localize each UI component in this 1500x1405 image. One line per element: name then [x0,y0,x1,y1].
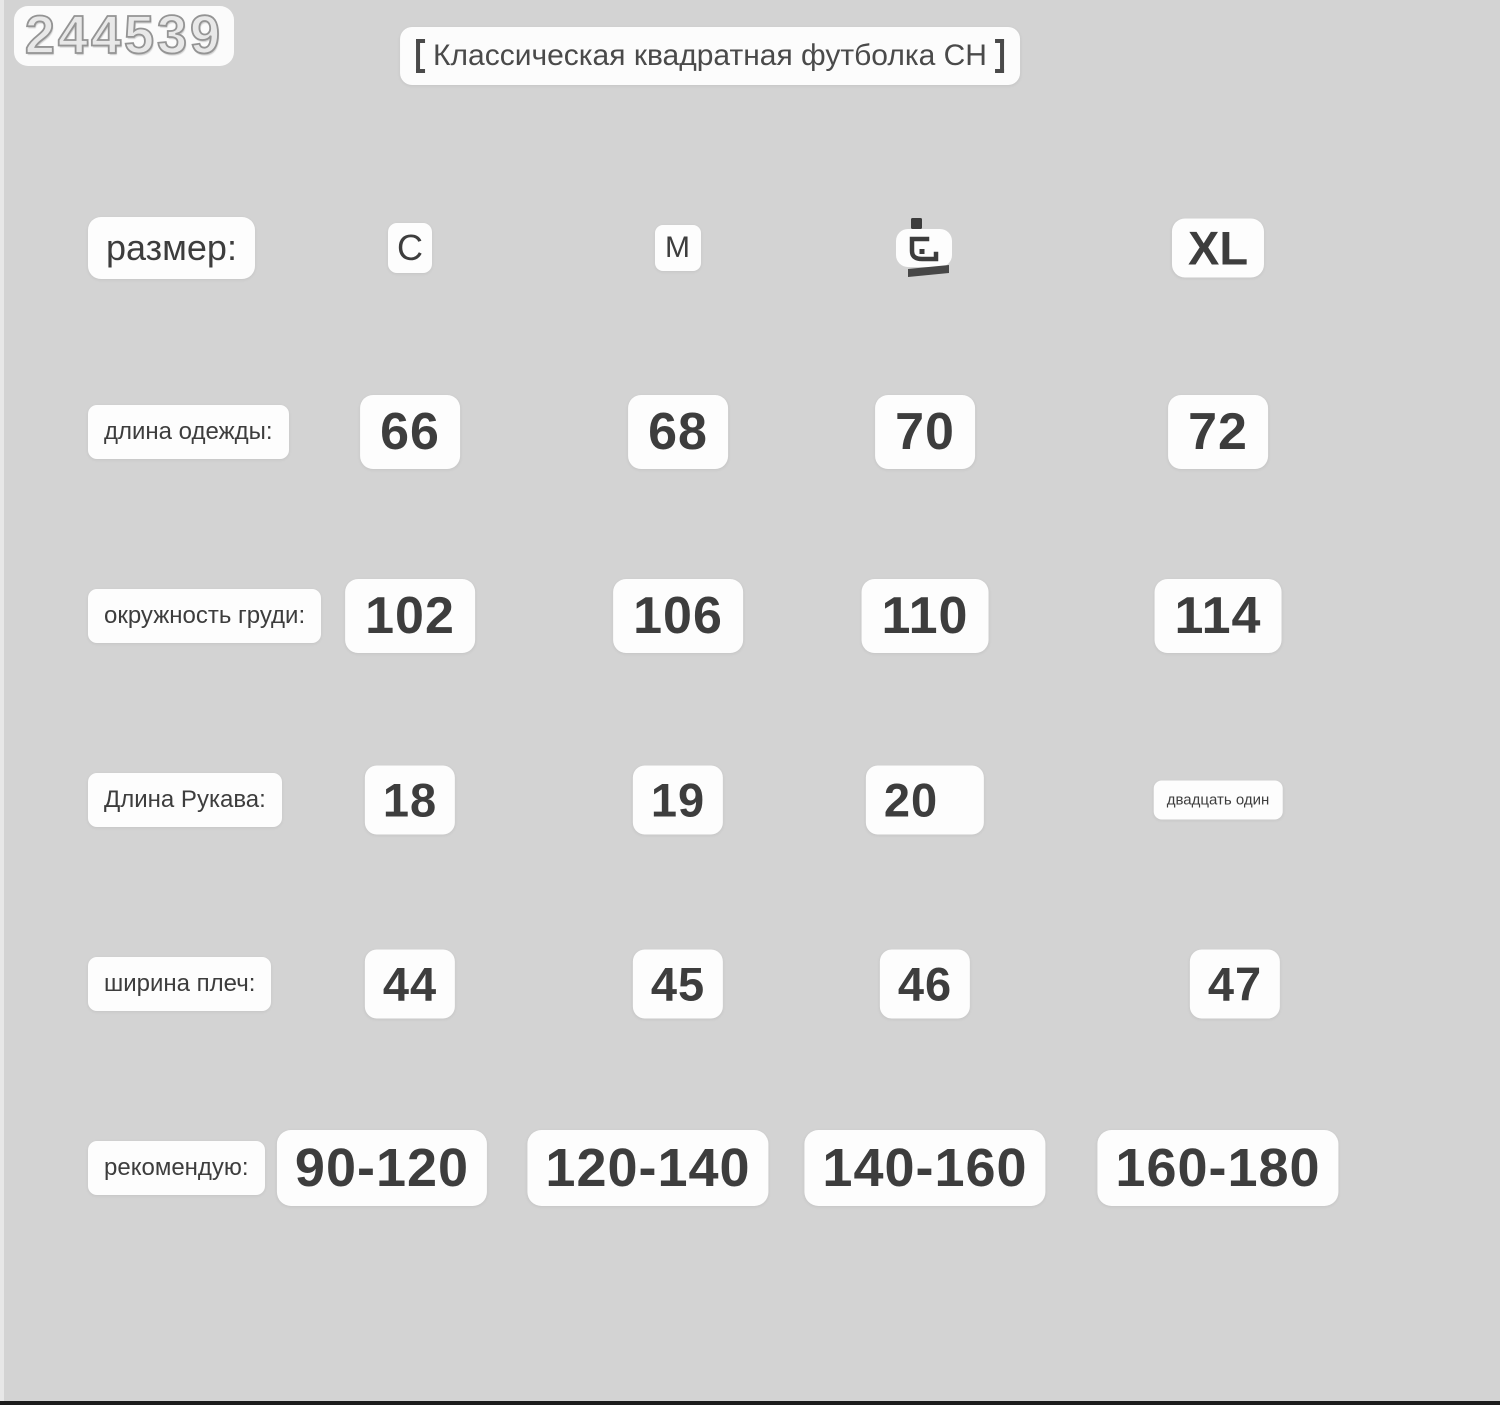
row-label-shoulder: ширина плеч: [88,957,272,1011]
row-label-size: размер: [88,217,255,279]
chest-value: 114 [1154,579,1282,653]
shoulder-value: 46 [879,949,971,1019]
recommend-range: 90-120 [276,1130,488,1206]
shoulder-value: 44 [364,949,456,1019]
table-row-sleeve: Длина Рукава: 18 19 20 двадцать один [0,708,1500,892]
garment-length-value: 70 [875,395,975,469]
row-label-sleeve: Длина Рукава: [88,773,282,827]
shoulder-value: 45 [632,949,724,1019]
size-value-c: C [388,223,432,273]
lenticular-bracket-right-icon [994,39,1004,73]
row-label-garment-length: длина одежды: [88,405,289,459]
recommend-range: 160-180 [1097,1130,1339,1206]
product-code: 244539 [14,5,234,66]
size-table: размер: C M XL длина одежды: 66 68 70 72 [0,156,1500,1260]
garment-length-value: 68 [628,395,728,469]
table-row-size: размер: C M XL [0,156,1500,340]
shoulder-value: 47 [1189,949,1281,1019]
row-label-recommend: рекомендую: [88,1141,265,1195]
page-title: Классическая квадратная футболка CH [400,27,1020,85]
sleeve-value: 20 [865,765,985,835]
recommend-range: 120-140 [527,1130,769,1206]
sleeve-value: 18 [364,765,456,835]
garment-length-value: 72 [1168,395,1268,469]
table-row-recommend: рекомендую: 90-120 120-140 140-160 160-1… [0,1076,1500,1260]
table-row-garment-length: длина одежды: 66 68 70 72 [0,340,1500,524]
table-row-chest: окружность груди: 102 106 110 114 [0,524,1500,708]
size-value-xl: XL [1171,218,1265,278]
photo-bottom-edge [0,1401,1500,1405]
chest-value: 102 [345,579,475,653]
garment-length-value: 66 [360,395,460,469]
size-value-m: M [655,225,701,271]
table-row-shoulder: ширина плеч: 44 45 46 47 [0,892,1500,1076]
row-label-chest: окружность груди: [88,589,322,643]
chest-value: 106 [613,579,743,653]
chest-value: 110 [861,579,989,653]
sleeve-value-words: двадцать один [1153,780,1283,820]
lenticular-bracket-left-icon [416,39,426,73]
page-title-text: Классическая квадратная футболка CH [433,39,987,72]
size-l-glyph-icon [889,215,961,281]
recommend-range: 140-160 [804,1130,1046,1206]
sleeve-value: 19 [632,765,724,835]
